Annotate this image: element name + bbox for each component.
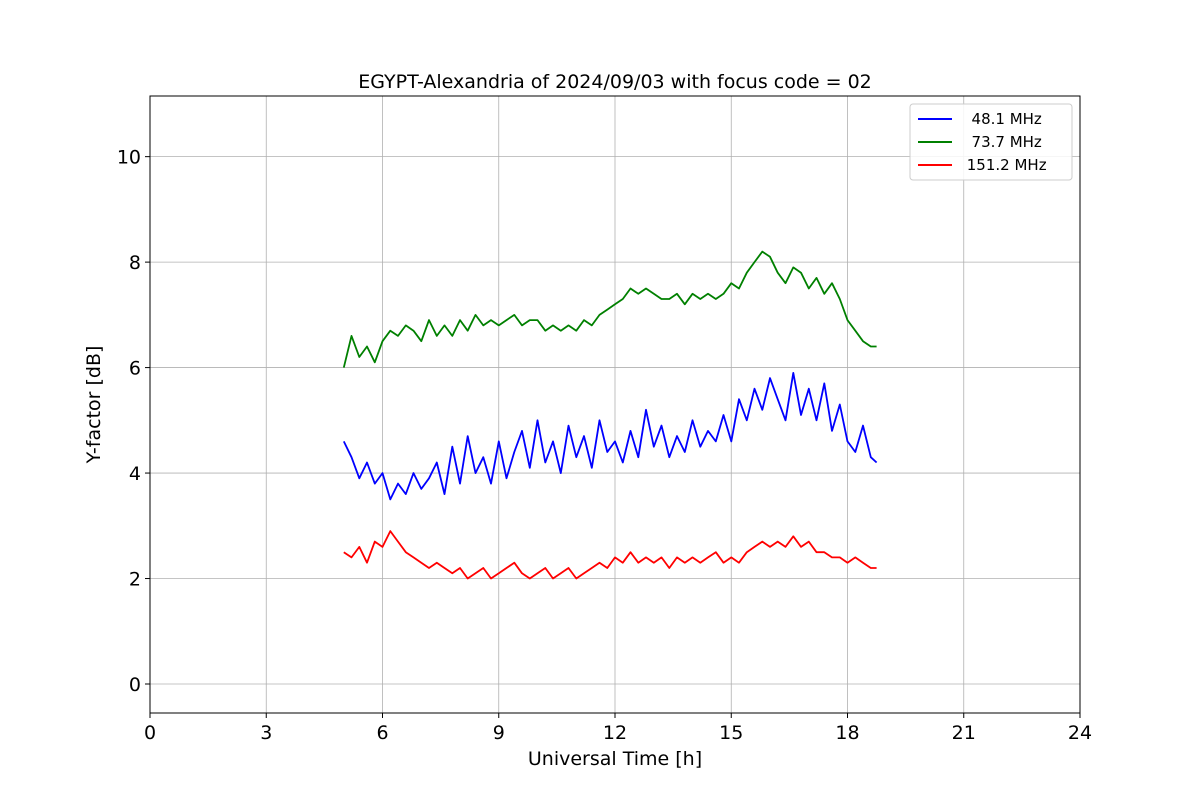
x-tick-label: 21 (952, 722, 976, 744)
x-tick-label: 24 (1068, 722, 1092, 744)
legend-label-0: 48.1 MHz (962, 110, 1042, 128)
x-tick-label: 15 (719, 722, 743, 744)
y-axis-label: Y-factor [dB] (83, 346, 105, 465)
chart-title: EGYPT-Alexandria of 2024/09/03 with focu… (358, 71, 872, 93)
y-tick-label: 8 (129, 252, 141, 274)
series-line-2 (343, 530, 877, 580)
x-tick-label: 0 (144, 722, 156, 744)
y-tick-label: 0 (129, 674, 141, 696)
legend: 48.1 MHz 73.7 MHz 151.2 MHz (909, 103, 1073, 181)
x-axis-label: Universal Time [h] (528, 748, 702, 770)
x-tick-label: 18 (835, 722, 859, 744)
x-tick-label: 3 (260, 722, 272, 744)
series-line-1 (342, 250, 877, 368)
x-tick-label: 12 (603, 722, 627, 744)
legend-label-1: 73.7 MHz (962, 133, 1042, 151)
y-tick-label: 2 (129, 569, 141, 591)
x-tick-label: 6 (376, 722, 388, 744)
series-layer (342, 250, 878, 580)
y-tick-label: 6 (129, 358, 141, 380)
y-tick-label: 10 (117, 147, 141, 169)
y-tick-label: 4 (129, 463, 141, 485)
legend-box (909, 103, 1073, 181)
x-tick-label: 9 (493, 722, 505, 744)
series-line-0 (342, 371, 878, 501)
legend-label-2: 151.2 MHz (962, 156, 1047, 174)
